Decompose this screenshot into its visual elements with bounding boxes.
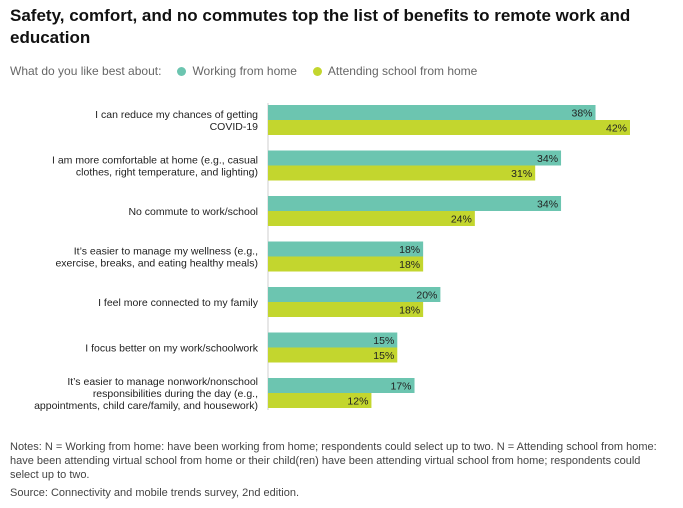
category-label-3-0: It’s easier to manage my wellness (e.g., — [74, 246, 258, 258]
chart-notes: Notes: N = Working from home: have been … — [10, 441, 657, 481]
category-label-6-0: It’s easier to manage nonwork/nonschool — [67, 376, 258, 388]
category-label-0-1: COVID-19 — [210, 121, 259, 133]
bar-school-4 — [268, 302, 424, 317]
data-label-school-6: 12% — [347, 396, 368, 408]
category-label-4-0: I feel more connected to my family — [98, 297, 259, 309]
legend-label-working: Working from home — [192, 64, 297, 78]
data-label-school-3: 18% — [399, 259, 420, 271]
data-label-working-4: 20% — [416, 290, 437, 302]
bar-working-3 — [268, 241, 424, 257]
category-label-2-0: No commute to work/school — [128, 206, 258, 218]
data-label-school-0: 42% — [606, 123, 627, 135]
bar-working-6 — [268, 378, 415, 393]
bar-school-2 — [268, 211, 475, 226]
bar-school-1 — [268, 165, 536, 181]
legend-question: What do you like best about: — [10, 64, 162, 78]
data-label-school-5: 15% — [373, 350, 394, 362]
data-label-school-2: 24% — [451, 214, 472, 226]
legend-label-school: Attending school from home — [327, 64, 478, 78]
bar-school-0 — [268, 120, 630, 135]
category-label-5-0: I focus better on my work/schoolwork — [85, 343, 258, 355]
legend: What do you like best about: Working fro… — [10, 64, 493, 78]
legend-swatch-school — [312, 66, 322, 76]
bar-school-6 — [268, 393, 372, 408]
legend-item-school: Attending school from home — [312, 64, 478, 78]
data-label-working-2: 34% — [537, 199, 558, 211]
data-label-school-4: 18% — [399, 305, 420, 317]
category-label-1-0: I am more comfortable at home (e.g., cas… — [52, 155, 258, 167]
data-label-working-0: 38% — [572, 108, 593, 120]
category-label-3-1: exercise, breaks, and eating healthy mea… — [55, 258, 258, 270]
data-label-working-1: 34% — [537, 153, 558, 165]
bar-working-1 — [268, 150, 562, 166]
data-label-working-5: 15% — [373, 335, 394, 347]
category-label-6-1: responsibilities during the day (e.g., — [93, 388, 258, 400]
bar-working-4 — [268, 287, 441, 302]
bar-working-5 — [268, 332, 398, 348]
chart-title: Safety, comfort, and no commutes top the… — [10, 6, 631, 47]
legend-item-working: Working from home — [177, 64, 297, 78]
category-label-6-2: appointments, child care/family, and hou… — [34, 400, 258, 412]
data-label-working-3: 18% — [399, 244, 420, 256]
category-label-0-0: I can reduce my chances of getting — [95, 109, 258, 121]
bar-working-0 — [268, 105, 596, 120]
legend-swatch-working — [177, 66, 187, 76]
bar-working-2 — [268, 196, 562, 211]
data-label-working-6: 17% — [391, 381, 412, 393]
bar-school-5 — [268, 347, 398, 363]
category-label-1-1: clothes, right temperature, and lighting… — [76, 167, 258, 179]
chart-source: Source: Connectivity and mobile trends s… — [10, 487, 300, 499]
bar-chart: I can reduce my chances of gettingCOVID-… — [34, 103, 630, 412]
bar-school-3 — [268, 256, 424, 272]
data-label-school-1: 31% — [511, 168, 532, 180]
